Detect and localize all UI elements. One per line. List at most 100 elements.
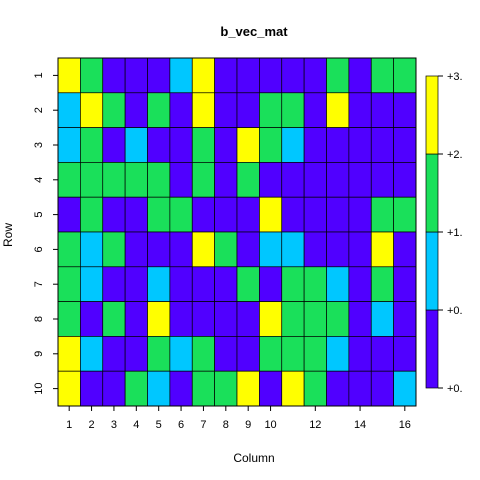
heatmap-cell [393,162,417,198]
heatmap-cell [80,57,104,94]
heatmap-cell [214,301,238,337]
heatmap-cell [80,266,104,302]
legend-swatch [425,309,439,389]
heatmap-cell [326,336,350,372]
heatmap-cell [57,336,81,372]
heatmap-cell [370,370,394,407]
heatmap-cell [169,162,193,198]
heatmap-cell [169,92,193,128]
heatmap-cell [57,196,81,233]
y-tick-label: 3 [33,142,45,148]
heatmap-cell [214,196,238,233]
heatmap-cell [102,336,126,372]
heatmap-cell [281,196,305,233]
heatmap-cell [102,301,126,337]
heatmap-cell [124,301,148,337]
heatmap-cell [236,231,260,268]
heatmap-cell [102,231,126,268]
heatmap-cell [191,92,215,128]
heatmap-cell [303,127,327,163]
heatmap-cell [259,231,283,268]
heatmap-cell [57,266,81,302]
x-axis: 1 2 3 4 5 6 7 8 9 10 12 14 16 [66,406,411,431]
heatmap-cell [214,57,238,94]
y-tick-label: 1 [33,72,45,78]
heatmap-cell [236,266,260,302]
y-tick-label: 5 [33,212,45,218]
heatmap-cell [80,196,104,233]
heatmap-cell [281,370,305,407]
heatmap-cell [80,127,104,163]
heatmap-cell [259,301,283,337]
x-tick-label: 1 [66,419,72,431]
heatmap-cell [303,231,327,268]
heatmap-cell [326,370,350,407]
y-tick-label: 10 [33,382,45,394]
y-tick-label: 9 [33,351,45,357]
heatmap-cell [102,57,126,94]
heatmap-cell [57,57,81,94]
heatmap-cell [236,336,260,372]
heatmap-cell [370,196,394,233]
heatmap-cell [348,370,372,407]
heatmap-cell [191,370,215,407]
heatmap-cell [326,266,350,302]
heatmap-cell [236,301,260,337]
heatmap-cell [124,127,148,163]
heatmap-cell [370,162,394,198]
heatmap-cell [191,336,215,372]
heatmap-cell [80,231,104,268]
heatmap-cell [348,231,372,268]
x-tick-label: 8 [223,419,229,431]
heatmap-cell [102,127,126,163]
heatmap-cell [57,231,81,268]
x-axis-label: Column [233,451,274,465]
y-tick-label: 6 [33,246,45,252]
heatmap-cell [147,57,171,94]
heatmap-cell [348,301,372,337]
heatmap-cell [169,57,193,94]
heatmap-cell [124,370,148,407]
heatmap-cell [214,92,238,128]
heatmap-cell [191,266,215,302]
heatmap-cell [259,162,283,198]
heatmap-cell [259,336,283,372]
color-legend: +0. +0. +1. +2. +3. [425,71,463,395]
heatmap-cell [326,162,350,198]
heatmap-cell [124,336,148,372]
heatmap-cell [393,92,417,128]
legend-tick-label: +2. [447,149,463,161]
legend-tick-label: +0. [447,305,463,317]
heatmap-cell [281,92,305,128]
heatmap-cell [102,162,126,198]
heatmap-cell [57,370,81,407]
heatmap-cell [102,196,126,233]
x-tick-label: 10 [264,419,276,431]
heatmap-cell [169,301,193,337]
legend-swatch [425,153,439,233]
heatmap-cell [348,92,372,128]
heatmap-cell [370,127,394,163]
heatmap-cell [214,266,238,302]
heatmap-cell [326,196,350,233]
heatmap-cell [124,162,148,198]
heatmap-cell [169,196,193,233]
legend-tick-label: +3. [447,71,463,83]
heatmap-cell [80,92,104,128]
heatmap-cell [393,370,417,407]
heatmap-cell [236,196,260,233]
x-tick-label: 7 [200,419,206,431]
heatmap-cell [57,162,81,198]
chart-title: b_vec_mat [220,24,288,39]
heatmap-cell [259,266,283,302]
heatmap-cell [393,336,417,372]
heatmap-cell [80,336,104,372]
heatmap-cell [102,370,126,407]
heatmap-cell [80,370,104,407]
y-tick-label: 7 [33,281,45,287]
plot-frame [57,57,417,407]
heatmap-cell [236,57,260,94]
heatmap-cell [348,196,372,233]
heatmap-cell [236,370,260,407]
x-tick-label: 4 [133,419,139,431]
